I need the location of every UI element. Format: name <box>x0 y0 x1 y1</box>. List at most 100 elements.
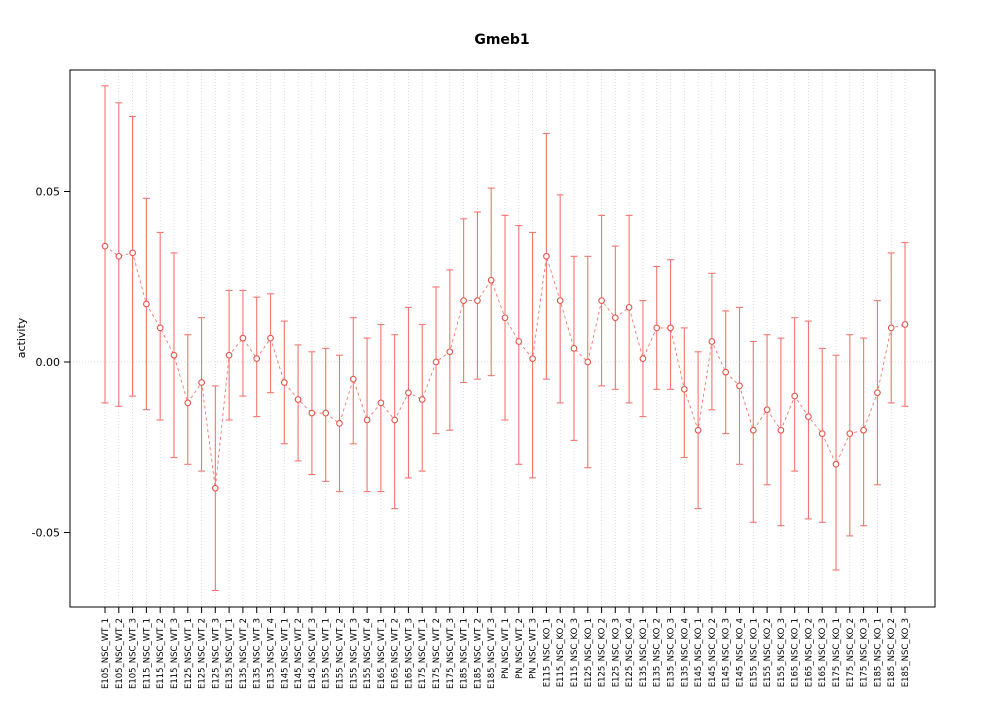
data-point <box>143 300 150 308</box>
data-point <box>267 334 274 342</box>
data-point <box>556 297 564 304</box>
x-tick-label: E185_NSC_WT_1 <box>460 618 470 689</box>
x-tick-label: E135_NSC_KO_4 <box>680 618 690 687</box>
x-tick-label: E135_NSC_WT_1 <box>225 618 235 689</box>
x-tick-label: E175_NSC_WT_2 <box>432 618 442 689</box>
data-point <box>349 375 357 383</box>
series-layer <box>101 85 909 592</box>
x-tick-label: E185_NSC_KO_3 <box>901 618 911 687</box>
data-point <box>639 355 647 362</box>
data-point <box>487 276 495 284</box>
x-tick-label: E135_NSC_WT_3 <box>253 618 263 689</box>
data-point <box>749 426 757 434</box>
data-point <box>694 426 702 434</box>
data-point <box>405 389 412 397</box>
data-point <box>777 426 785 434</box>
data-point <box>170 351 178 359</box>
x-tick-label: E175_NSC_WT_3 <box>446 618 456 689</box>
data-point <box>625 304 633 311</box>
data-point <box>653 324 661 332</box>
data-point <box>460 297 467 304</box>
x-tick-label: E145_NSC_KO_4 <box>736 618 746 687</box>
data-point <box>529 355 536 362</box>
data-point <box>708 338 716 345</box>
x-tick-label: E115_NSC_KO_3 <box>570 618 580 687</box>
x-tick-label: E175_NSC_KO_3 <box>860 618 870 687</box>
x-tick-label: E155_NSC_KO_3 <box>777 618 787 687</box>
x-tick-label: E115_NSC_WT_1 <box>142 618 152 689</box>
x-tick-label: E165_NSC_WT_3 <box>404 618 414 689</box>
data-point <box>322 409 330 417</box>
x-tick-label: E155_NSC_KO_2 <box>763 618 773 687</box>
data-point <box>253 355 261 362</box>
data-point <box>515 338 523 345</box>
x-tick-label: E185_NSC_KO_1 <box>873 618 883 687</box>
x-tick-label: E115_NSC_KO_1 <box>542 618 552 687</box>
y-tick-label: 0.05 <box>36 186 61 199</box>
data-point <box>156 324 164 332</box>
x-tick-label: E115_NSC_WT_2 <box>156 618 166 689</box>
x-tick-label: E155_NSC_WT_4 <box>363 618 373 689</box>
data-point <box>101 242 109 250</box>
data-point <box>791 392 799 400</box>
data-point <box>818 430 826 437</box>
x-tick-label: E175_NSC_KO_2 <box>846 618 856 687</box>
x-tick-label: E175_NSC_KO_1 <box>832 618 842 687</box>
data-point <box>667 324 674 332</box>
x-tick-label: E105_NSC_WT_1 <box>101 618 111 689</box>
data-point <box>680 385 688 393</box>
x-tick-label: E165_NSC_KO_3 <box>818 618 828 687</box>
x-tick-label: E165_NSC_WT_2 <box>391 618 401 689</box>
data-point <box>763 406 771 414</box>
x-tick-label: E125_NSC_WT_1 <box>184 618 194 689</box>
data-point <box>584 358 592 366</box>
x-tick-label: E185_NSC_KO_2 <box>887 618 897 687</box>
data-point <box>377 399 385 407</box>
x-tick-label: E185_NSC_WT_3 <box>487 618 497 689</box>
x-tick-label: E125_NSC_KO_2 <box>598 618 608 687</box>
x-tick-label: E155_NSC_WT_1 <box>322 618 332 689</box>
x-tick-label: E155_NSC_KO_1 <box>749 618 759 687</box>
data-point <box>611 314 619 322</box>
data-point <box>184 399 192 407</box>
data-point <box>570 345 578 352</box>
x-tick-label: E125_NSC_KO_4 <box>625 618 635 687</box>
axes: 0.05 0.00 -0.05 E105_NSC_WT_1 E105_NSC_WT_2 E… <box>32 186 911 690</box>
x-tick-label: E145_NSC_WT_2 <box>294 618 304 689</box>
x-tick-label: PN_NSC_WT_2 <box>515 618 525 679</box>
x-tick-label: E155_NSC_WT_2 <box>336 618 346 689</box>
x-tick-label: E165_NSC_WT_1 <box>377 618 387 689</box>
data-point <box>722 368 730 376</box>
x-tick-label: E185_NSC_WT_2 <box>473 618 483 689</box>
data-point <box>225 351 233 359</box>
data-point <box>198 379 205 386</box>
data-point <box>736 382 743 390</box>
data-point <box>308 409 316 417</box>
data-point <box>874 389 881 397</box>
x-tick-label: PN_NSC_WT_1 <box>501 618 511 679</box>
x-tick-label: E135_NSC_KO_1 <box>639 618 649 687</box>
data-point <box>805 413 812 420</box>
data-point <box>598 297 605 304</box>
x-tick-label: E125_NSC_WT_2 <box>198 618 208 689</box>
data-point <box>363 416 371 424</box>
data-point <box>432 358 440 366</box>
data-point <box>129 249 136 257</box>
x-tick-label: E145_NSC_WT_3 <box>308 618 318 689</box>
y-axis-label: activity <box>15 317 28 358</box>
x-tick-label: E105_NSC_WT_3 <box>129 618 139 689</box>
x-tick-label: E125_NSC_KO_3 <box>611 618 621 687</box>
data-point <box>418 396 426 403</box>
gridlines <box>70 70 935 607</box>
plot-border <box>69 69 936 608</box>
data-point <box>860 426 867 434</box>
x-tick-label: E135_NSC_WT_2 <box>239 618 249 689</box>
data-point <box>887 324 895 332</box>
y-tick-label: -0.05 <box>32 527 60 540</box>
x-tick-label: E145_NSC_KO_1 <box>694 618 704 687</box>
x-tick-label: E145_NSC_WT_1 <box>280 618 290 689</box>
data-point <box>832 460 840 468</box>
x-tick-label: E125_NSC_KO_1 <box>584 618 594 687</box>
data-point <box>901 321 909 328</box>
